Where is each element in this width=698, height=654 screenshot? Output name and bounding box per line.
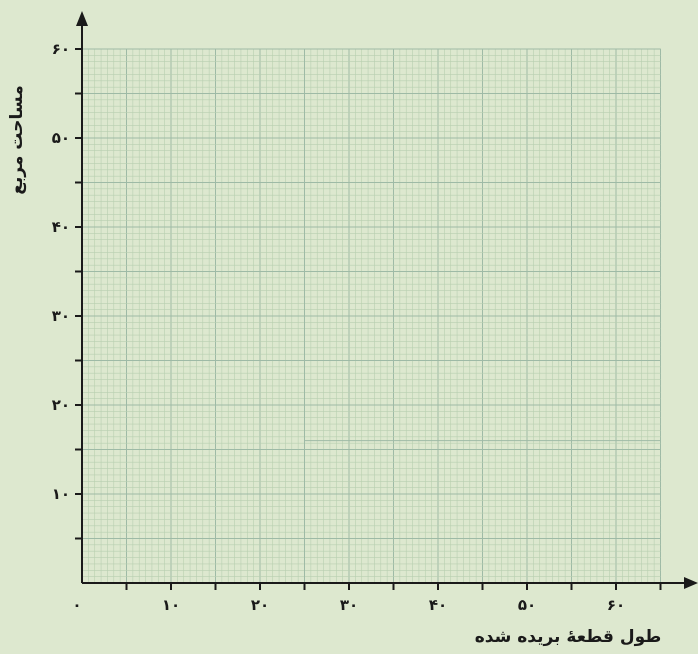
y-tick-label: ۴۰ bbox=[52, 218, 70, 236]
ticks bbox=[75, 48, 662, 590]
x-axis-arrow bbox=[684, 577, 698, 589]
x-tick-label: ۵۰ bbox=[518, 596, 536, 614]
graph-paper-grid bbox=[81, 48, 661, 584]
y-axis-arrow bbox=[76, 11, 88, 26]
x-axis-title: طول قطعهٔ بریده شده bbox=[475, 627, 662, 647]
y-tick-label: ۳۰ bbox=[52, 307, 70, 325]
x-tick-label: ۳۰ bbox=[340, 596, 358, 614]
tick-labels: ۰ ۱۰ ۲۰ ۳۰ ۴۰ ۵۰ ۶۰ ۱۰ ۲۰ ۳۰ ۴۰ ۵۰ ۶۰ bbox=[52, 40, 625, 614]
y-axis-title: مساحت مربع bbox=[7, 85, 27, 194]
x-tick-label: ۴۰ bbox=[429, 596, 447, 614]
x-tick-label: ۲۰ bbox=[251, 596, 269, 614]
x-tick-label: ۶۰ bbox=[607, 596, 625, 614]
x-tick-label: ۱۰ bbox=[162, 596, 180, 614]
y-tick-label: ۵۰ bbox=[52, 129, 70, 147]
y-tick-label: ۱۰ bbox=[52, 485, 70, 503]
y-tick-label: ۲۰ bbox=[52, 396, 70, 414]
axes bbox=[76, 11, 698, 589]
y-tick-label: ۶۰ bbox=[52, 40, 70, 58]
x-tick-label: ۰ bbox=[72, 596, 81, 614]
